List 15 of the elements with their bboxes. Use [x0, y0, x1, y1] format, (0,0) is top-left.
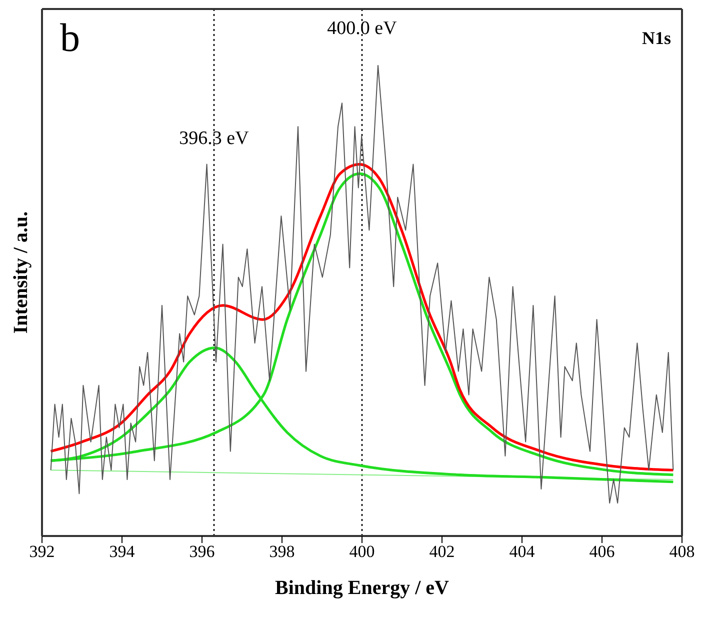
text: b [60, 14, 80, 61]
ref-line-label: 396.3 eV [179, 128, 250, 149]
x-axis-title: Binding Energy / eV [275, 577, 450, 599]
x-tick-label: 394 [109, 542, 136, 562]
x-tick-label: 396 [189, 542, 215, 562]
x-tick-label: 398 [269, 542, 295, 562]
x-tick-label: 406 [589, 542, 615, 562]
x-tick-label: 402 [429, 542, 455, 562]
x-tick-label: 400 [349, 542, 375, 562]
y-axis-title: Intensity / a.u. [10, 211, 32, 334]
text: N1s [642, 28, 671, 49]
x-tick-label: 408 [669, 542, 695, 562]
x-tick-label: 392 [29, 542, 55, 562]
ref-line-label: 400.0 eV [327, 18, 398, 39]
x-tick-label: 404 [509, 542, 536, 562]
